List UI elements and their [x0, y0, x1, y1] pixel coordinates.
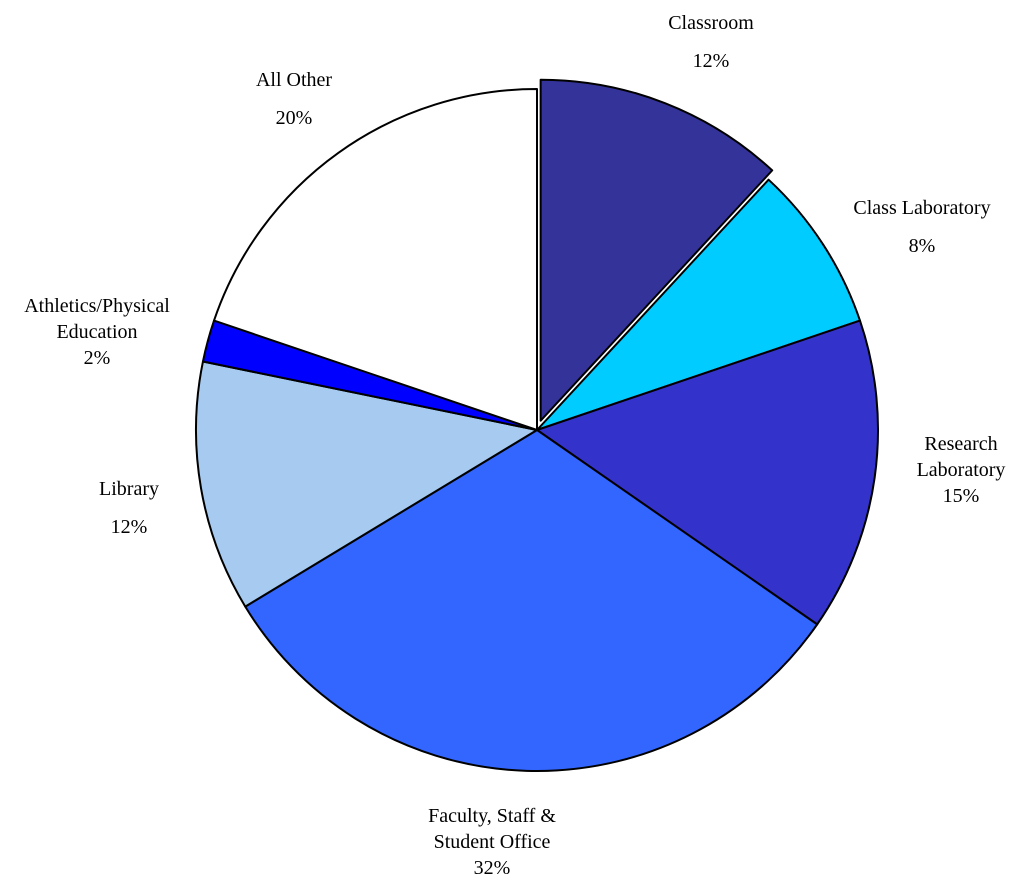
pie-slice-faculty-staff-student-office [244, 429, 819, 772]
label-line: Faculty, Staff & [428, 805, 556, 827]
slice-label-research-laboratory: Research Laboratory 15% [917, 431, 1006, 509]
slice-label-athletics-physical-education: Athletics/Physical Education 2% [24, 293, 170, 371]
pie-slice-all-other [213, 88, 538, 431]
label-line: Library [99, 478, 159, 500]
pie-slice-library [195, 360, 538, 608]
value-label: 15% [942, 485, 980, 507]
pie-slice-classroom [539, 78, 774, 422]
value-label: 32% [473, 857, 511, 879]
label-line: Classroom [668, 12, 754, 34]
value-label: 8% [908, 235, 936, 257]
value-label: 12% [692, 50, 730, 72]
slice-label-class-laboratory: Class Laboratory 8% [853, 195, 990, 259]
pie-slice-research-laboratory [536, 319, 879, 626]
value-label: 12% [110, 516, 148, 538]
label-line: Research [924, 433, 998, 455]
label-line: All Other [255, 69, 333, 91]
value-label: 20% [275, 107, 313, 129]
label-line: Student Office [433, 831, 551, 853]
value-label: 2% [83, 347, 111, 369]
slice-label-classroom: Classroom 12% [668, 10, 754, 74]
label-line: Class Laboratory [853, 197, 991, 219]
slice-label-all-other: All Other 20% [256, 67, 332, 131]
slice-label-library: Library 12% [99, 476, 159, 540]
slice-label-faculty-staff-student-office: Faculty, Staff & Student Office 32% [428, 803, 556, 881]
label-line: Education [56, 321, 138, 343]
pie-slice-class-laboratory [536, 178, 861, 431]
label-line: Athletics/Physical [24, 295, 170, 317]
label-line: Laboratory [916, 459, 1006, 481]
